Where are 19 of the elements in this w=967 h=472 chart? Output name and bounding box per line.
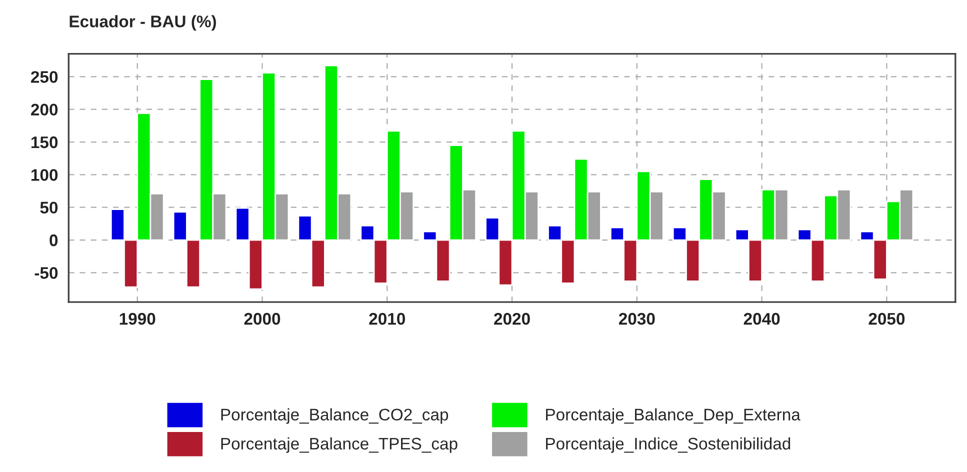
x-tick-label: 2050 (868, 312, 905, 325)
y-tick-label: 200 (31, 104, 58, 116)
x-tick-label: 2000 (244, 312, 280, 325)
x-tick-label: 2040 (744, 312, 780, 325)
legend-label: Porcentaje_Balance_Dep_Externa (546, 408, 800, 424)
y-tick-label: 0 (50, 234, 58, 246)
y-tick-label: -50 (34, 267, 58, 279)
y-tick-label: 250 (31, 71, 58, 83)
legend-label: Porcentaje_Indice_Sostenibilidad (546, 437, 790, 453)
x-tick-label: 2020 (494, 312, 530, 325)
x-tick-label: 2030 (618, 312, 655, 325)
chart-title: Ecuador - BAU (%) (70, 15, 216, 31)
y-tick-label: 150 (31, 136, 58, 148)
x-tick-label: 2010 (369, 312, 405, 325)
y-tick-label: 100 (31, 169, 58, 181)
x-tick-label: 1990 (120, 312, 156, 325)
legend-label: Porcentaje_Balance_CO2_cap (221, 408, 448, 424)
y-tick-label: 50 (40, 202, 58, 214)
legend-label: Porcentaje_Balance_TPES_cap (221, 437, 458, 453)
